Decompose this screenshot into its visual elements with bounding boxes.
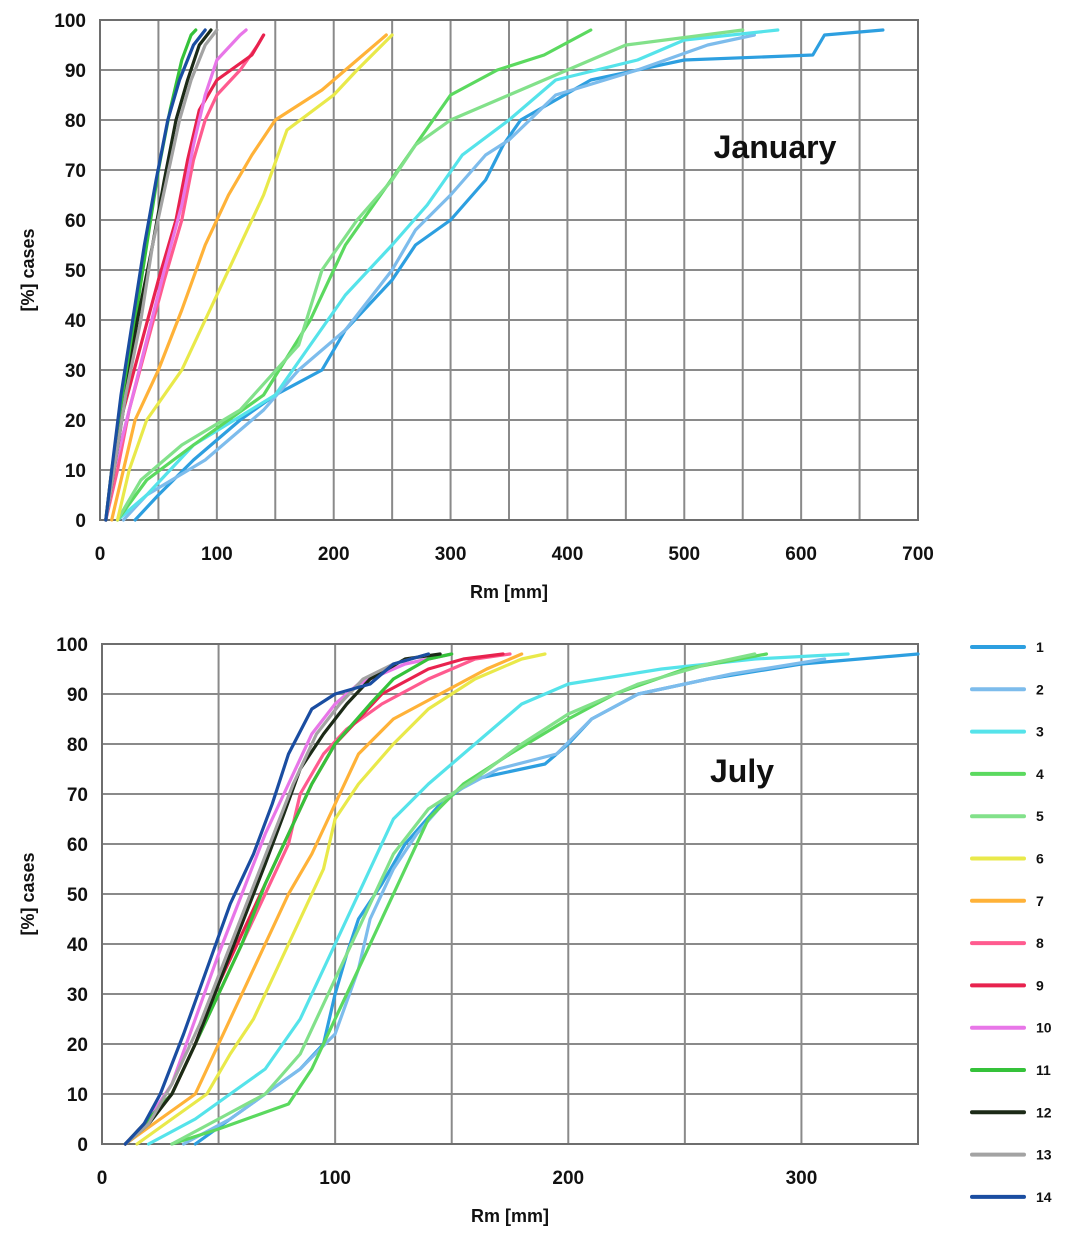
legend-label-10: 10 xyxy=(1036,1020,1052,1036)
y-axis-title: [%] cases xyxy=(18,852,38,935)
legend-label-2: 2 xyxy=(1036,681,1044,697)
y-tick-label: 30 xyxy=(67,985,88,1006)
y-tick-label: 100 xyxy=(54,11,86,32)
y-tick-label: 10 xyxy=(67,1085,88,1106)
y-axis-title: [%] cases xyxy=(18,228,38,311)
series-line-14 xyxy=(123,652,430,1146)
y-tick-label: 90 xyxy=(67,685,88,706)
y-tick-label: 80 xyxy=(65,111,86,132)
x-axis-title: Rm [mm] xyxy=(470,582,548,602)
series-line-6 xyxy=(115,33,394,522)
series-line-2 xyxy=(182,657,827,1146)
series-line-5 xyxy=(115,28,745,522)
series-line-6 xyxy=(135,652,547,1146)
y-tick-label: 50 xyxy=(65,261,86,282)
y-tick-label: 30 xyxy=(65,361,86,382)
series-line-13 xyxy=(123,652,430,1146)
y-tick-label: 20 xyxy=(65,411,86,432)
y-tick-label: 0 xyxy=(77,1135,88,1156)
series-line-7 xyxy=(123,652,524,1146)
series-line-1 xyxy=(133,28,885,522)
y-tick-label: 90 xyxy=(65,61,86,82)
legend-label-3: 3 xyxy=(1036,724,1044,740)
y-tick-label: 60 xyxy=(67,835,88,856)
x-tick-label: 600 xyxy=(785,544,817,565)
x-tick-label: 200 xyxy=(318,544,350,565)
x-tick-label: 300 xyxy=(786,1168,818,1189)
series-group xyxy=(123,652,920,1146)
series-line-7 xyxy=(110,33,388,522)
series-line-3 xyxy=(147,652,850,1146)
legend-label-5: 5 xyxy=(1036,808,1044,824)
x-tick-label: 500 xyxy=(668,544,700,565)
y-tick-label: 70 xyxy=(65,161,86,182)
y-tick-label: 10 xyxy=(65,461,86,482)
x-tick-label: 300 xyxy=(435,544,467,565)
series-line-2 xyxy=(121,33,757,522)
x-tick-label: 700 xyxy=(902,544,934,565)
panel-title: January xyxy=(714,129,837,165)
series-line-11 xyxy=(123,652,454,1146)
legend-label-1: 1 xyxy=(1036,639,1044,655)
grid xyxy=(99,19,919,521)
legend-label-7: 7 xyxy=(1036,893,1044,909)
y-tick-label: 50 xyxy=(67,885,88,906)
series-line-10 xyxy=(104,28,248,522)
y-tick-label: 40 xyxy=(65,311,86,332)
legend-label-11: 11 xyxy=(1036,1062,1051,1078)
y-tick-label: 80 xyxy=(67,735,88,756)
x-tick-label: 400 xyxy=(552,544,584,565)
legend-label-4: 4 xyxy=(1036,766,1044,782)
series-line-12 xyxy=(123,652,442,1146)
y-tick-label: 60 xyxy=(65,211,86,232)
legend-label-12: 12 xyxy=(1036,1104,1052,1120)
panel-title: July xyxy=(710,753,774,789)
x-tick-label: 100 xyxy=(201,544,233,565)
y-tick-label: 40 xyxy=(67,935,88,956)
legend-label-8: 8 xyxy=(1036,935,1044,951)
x-axis-title: Rm [mm] xyxy=(471,1206,549,1226)
y-tick-label: 100 xyxy=(56,635,88,656)
series-line-13 xyxy=(104,28,219,522)
series-line-4 xyxy=(115,28,593,522)
january-panel: 0 10 20 30 40 50 60 70 80 90 100 0 100 200 300 400 500 60… xyxy=(18,11,934,602)
y-tick-label: 70 xyxy=(67,785,88,806)
series-group xyxy=(104,28,885,522)
x-tick-label: 0 xyxy=(95,544,106,565)
grid xyxy=(101,643,919,1145)
legend-label-13: 13 xyxy=(1036,1147,1052,1163)
legend-label-6: 6 xyxy=(1036,851,1044,867)
x-tick-label: 100 xyxy=(319,1168,351,1189)
series-line-10 xyxy=(123,652,454,1146)
y-tick-label: 0 xyxy=(75,511,86,532)
legend-label-9: 9 xyxy=(1036,977,1044,993)
plot-frame xyxy=(101,643,919,1145)
legend-label-14: 14 xyxy=(1036,1189,1052,1205)
series-line-14 xyxy=(104,28,207,522)
plot-frame xyxy=(99,19,919,521)
y-tick-label: 20 xyxy=(67,1035,88,1056)
x-tick-label: 200 xyxy=(552,1168,584,1189)
july-panel: 0 10 20 30 40 50 60 70 80 90 100 0 100 200 300 Rm [mm] [… xyxy=(18,635,920,1226)
x-tick-label: 0 xyxy=(97,1168,108,1189)
series-line-5 xyxy=(170,652,757,1146)
